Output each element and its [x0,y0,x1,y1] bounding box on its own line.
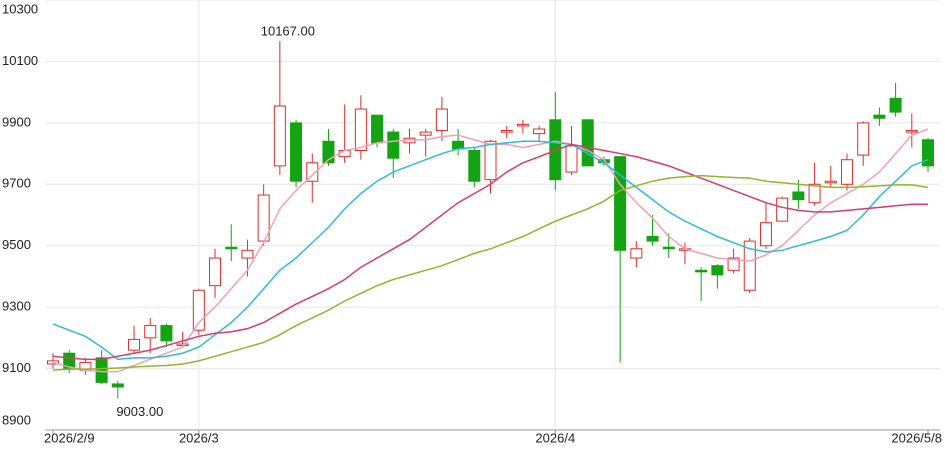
candle-body [322,140,335,164]
y-tick-label: 9500 [2,237,31,252]
y-tick-label: 10100 [2,53,38,68]
candle-body [630,248,643,259]
candle-body [516,123,529,127]
candle-body [776,197,789,222]
candle-body [419,131,432,136]
y-tick-label: 9900 [2,114,31,129]
candle-body [435,108,448,132]
candle-body [387,131,400,159]
y-tick-label: 8900 [2,412,31,427]
candle-body [533,128,546,135]
candle-body [354,108,367,151]
candle-body [614,156,627,251]
candle-body [905,130,918,133]
candle-body [128,338,141,351]
candle-body [646,236,659,242]
candle-body [727,257,740,271]
candle-body [273,105,286,167]
candle-body [452,140,465,150]
candle-body [111,383,124,388]
candle-body [662,246,675,250]
annotation: 9003.00 [116,404,163,419]
candle-body [759,222,772,247]
x-tick-label: 2026/4 [535,430,575,445]
candle-body [824,180,837,184]
candle-body [192,289,205,331]
candle-body [306,162,319,182]
candle-body [808,183,821,204]
candle-body [889,97,902,113]
candle-body [484,140,497,181]
candle-body [840,159,853,185]
x-tick-label: 2026/3 [179,430,219,445]
candle-body [209,257,222,287]
candle-body [241,249,254,259]
x-tick-label: 2026/2/9 [44,430,95,445]
candle-body [711,265,724,276]
x-tick-label: 2026/5/8 [891,430,942,445]
candle-body [922,139,934,167]
candle-body [160,325,173,342]
moving-average-line [52,140,929,361]
candle-body [176,343,189,347]
candle-body [857,122,870,156]
annotation: 10167.00 [261,23,315,38]
candle-body [225,246,238,250]
candle-body [565,145,578,173]
y-tick-label: 9300 [2,299,31,314]
y-tick-label: 10300 [2,1,38,16]
candle-body [743,240,756,291]
candle-body [792,191,805,201]
candle-body [371,114,384,144]
y-tick-label: 9700 [2,176,31,191]
candle-body [873,114,886,119]
y-tick-label: 9100 [2,360,31,375]
candle-body [95,357,108,383]
candle-body [468,150,481,182]
candle-body [338,150,351,158]
moving-average-line [52,174,929,371]
candle-body [500,130,513,133]
candle-body [581,119,594,167]
candle-body [695,269,708,273]
candle-body [290,122,303,182]
candle-body [144,325,157,339]
moving-average-line [52,143,928,361]
